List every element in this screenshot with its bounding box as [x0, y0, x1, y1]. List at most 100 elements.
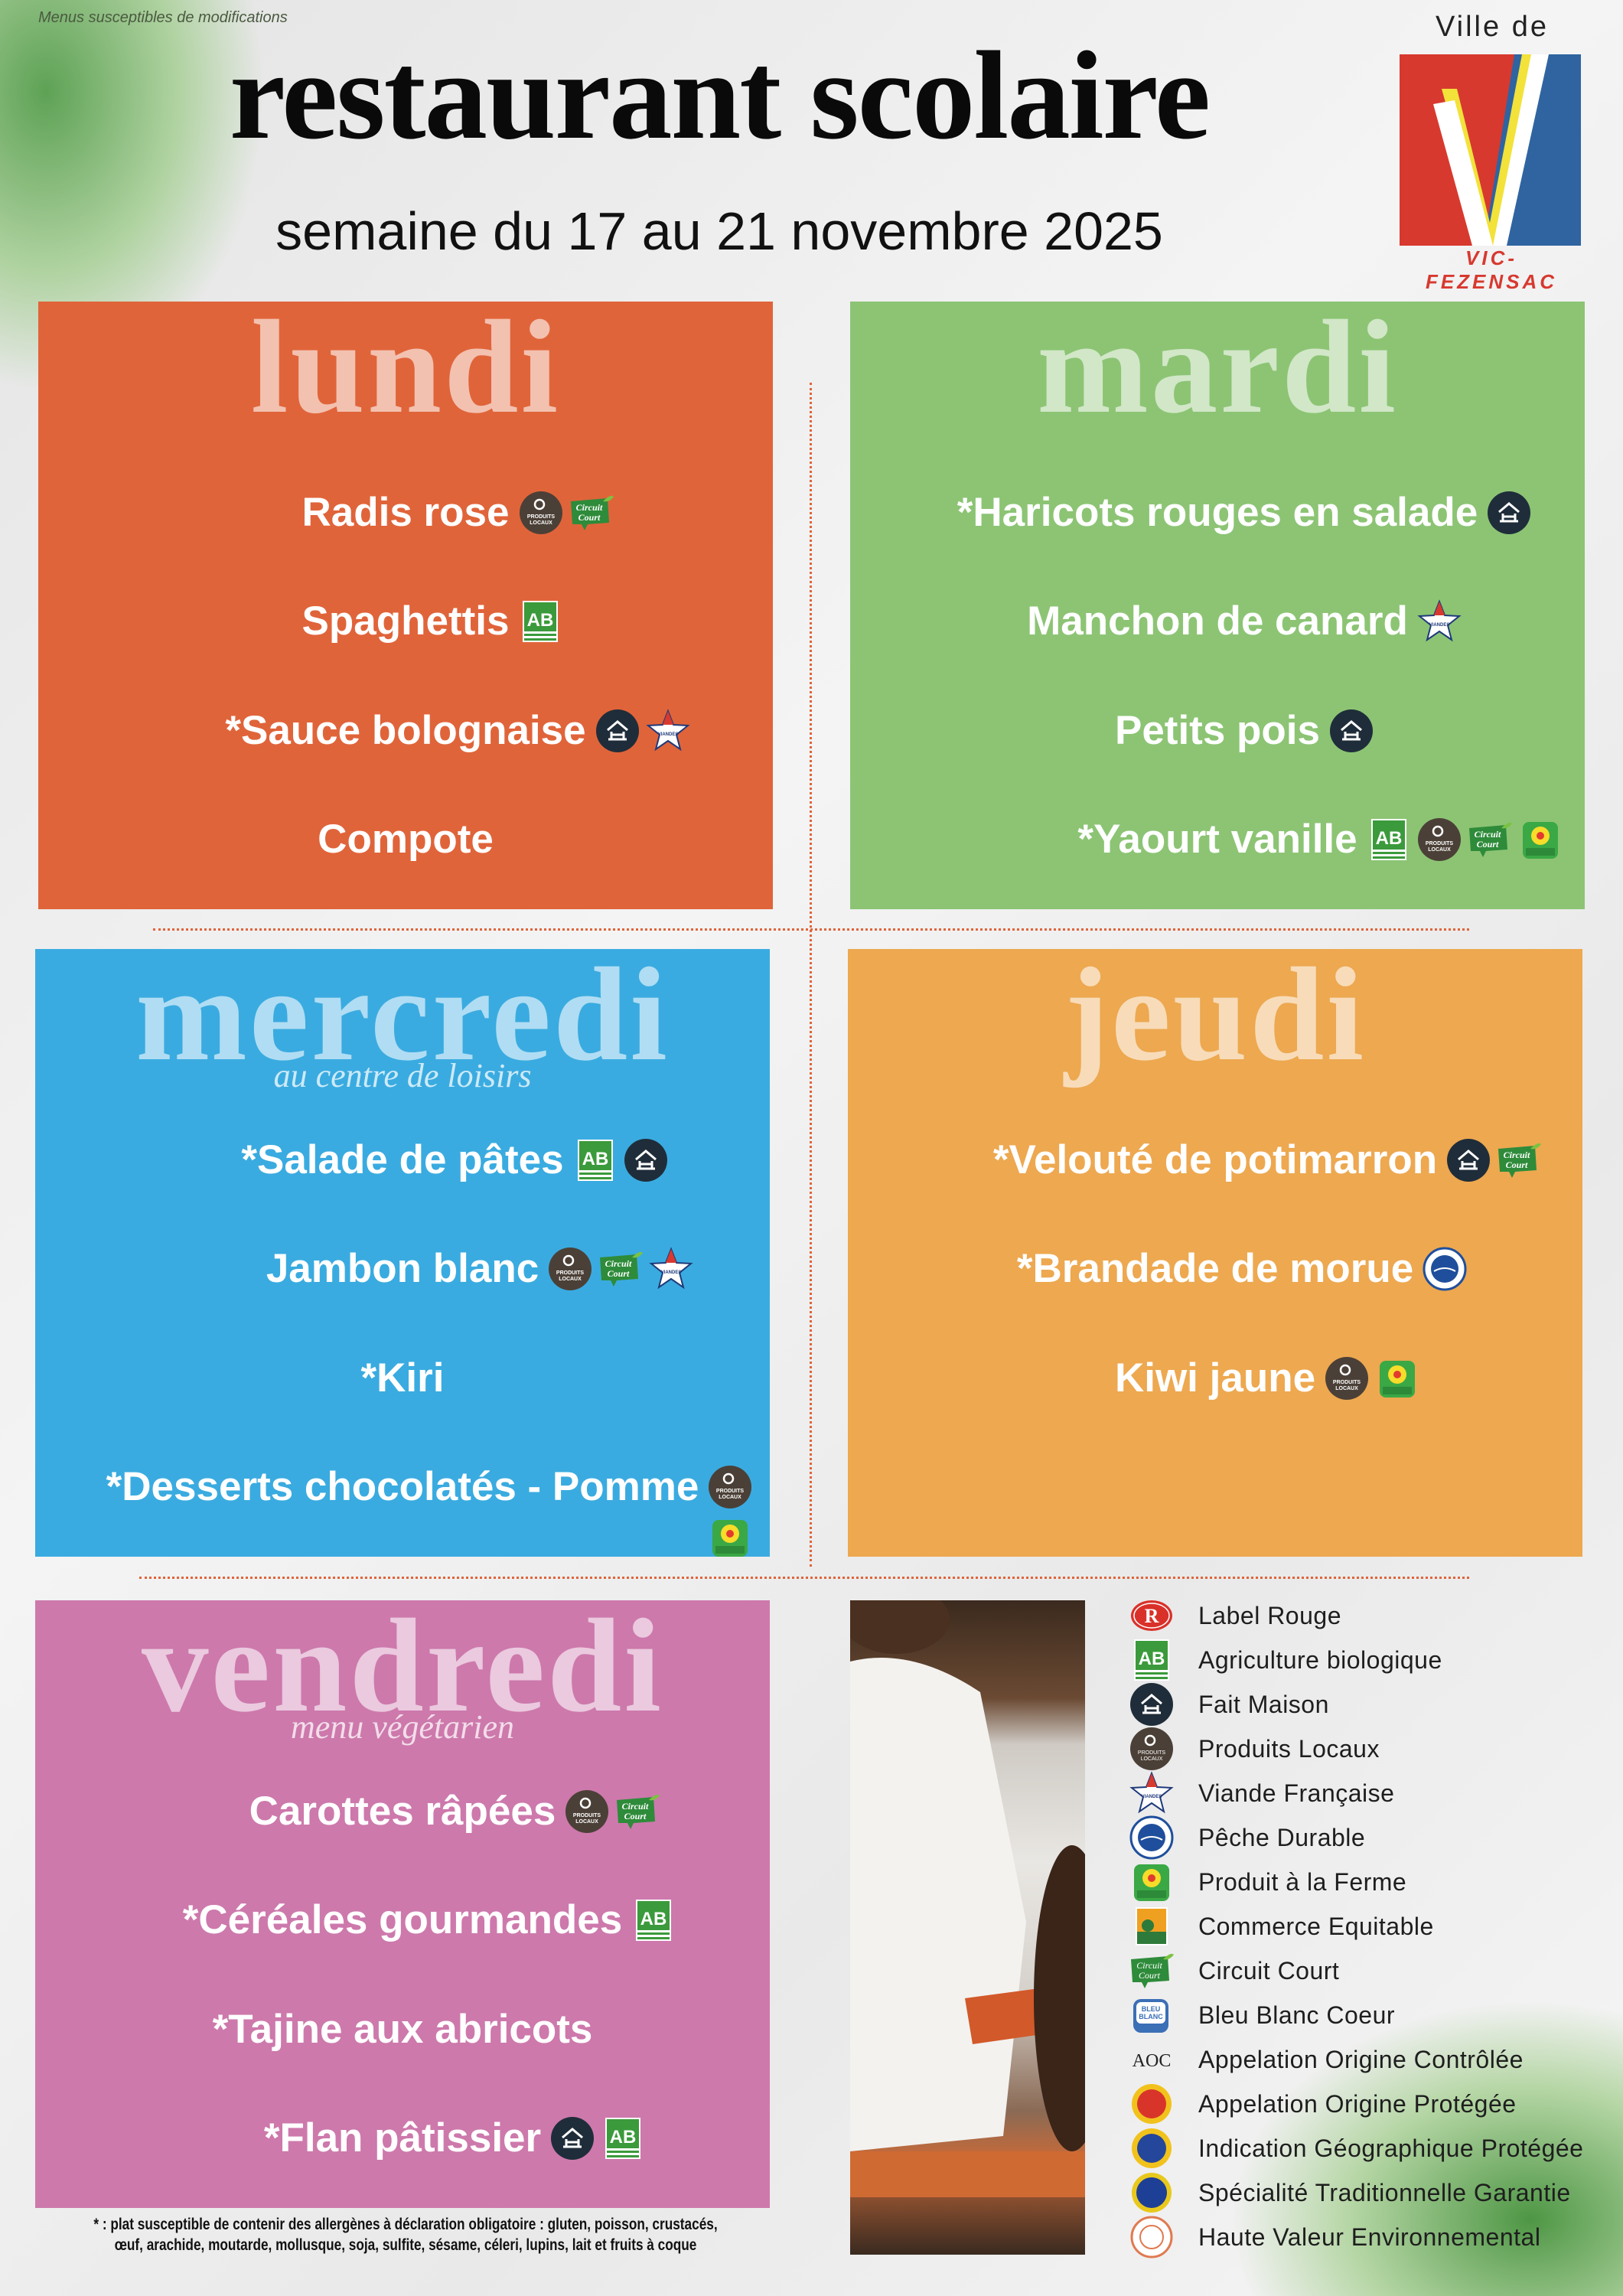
- svg-text:Court: Court: [608, 1268, 630, 1279]
- menu-item: Kiwi jaune PRODUITS LOCAUX: [848, 1352, 1582, 1405]
- label-rouge-icon: R: [1129, 1593, 1174, 1638]
- menu-item: Petits pois: [850, 704, 1585, 758]
- svg-text:Circuit: Circuit: [1474, 829, 1501, 840]
- city-logo: [1400, 54, 1581, 246]
- menu-item-label: Compote: [318, 813, 494, 866]
- dish-name: Carottes râpées: [249, 1789, 556, 1834]
- legend-label: Bleu Blanc Coeur: [1198, 2001, 1396, 2029]
- circuit-court-icon: Circuit Court: [1497, 1138, 1542, 1182]
- menu-item-label: Manchon de canard VIANDES: [1027, 595, 1462, 648]
- legend-label: Pêche Durable: [1198, 1823, 1366, 1851]
- circuit-court-icon: Circuit Court: [1468, 817, 1512, 862]
- agriculture-biologique-icon: AB: [518, 599, 562, 644]
- label-icons: AB: [564, 1138, 668, 1182]
- svg-text:PRODUITS: PRODUITS: [556, 1270, 585, 1276]
- legend-label: Haute Valeur Environnemental: [1198, 2223, 1541, 2251]
- aop-icon: [1129, 2082, 1174, 2126]
- footnote-line: * : plat susceptible de contenir des all…: [93, 2216, 718, 2233]
- dish-name: *Tajine aux abricots: [212, 2007, 593, 2052]
- svg-text:PRODUITS: PRODUITS: [1426, 841, 1454, 846]
- fait-maison-icon: [595, 709, 640, 753]
- peche-durable-icon: [1129, 1815, 1174, 1860]
- logo-top-text: Ville de: [1436, 11, 1549, 43]
- menu-item-label: *Kiri: [361, 1352, 445, 1405]
- label-icons: PRODUITS LOCAUX: [1315, 1356, 1419, 1401]
- stg-icon: [1129, 2170, 1174, 2215]
- menu-item-label: *Velouté de potimarron Circuit Court: [993, 1133, 1542, 1187]
- produits-locaux-icon: PRODUITS LOCAUX: [1129, 1727, 1174, 1771]
- menu-item: Compote: [38, 813, 773, 866]
- label-icons: PRODUITS LOCAUX: [699, 1465, 765, 1560]
- produits-locaux-icon: PRODUITS LOCAUX: [1417, 817, 1462, 862]
- circuit-court-icon: Circuit Court: [615, 1789, 660, 1834]
- svg-text:PRODUITS: PRODUITS: [1333, 1380, 1361, 1385]
- fait-maison-icon: [1129, 1682, 1174, 1727]
- legend-label: Commerce Equitable: [1198, 1912, 1434, 1940]
- label-icons: VIANDES: [1408, 599, 1462, 644]
- svg-text:R: R: [1145, 1605, 1159, 1627]
- menu-item: *Brandade de morue: [848, 1242, 1582, 1296]
- svg-text:PRODUITS: PRODUITS: [526, 514, 555, 520]
- menu-item: Jambon blanc PRODUITS LOCAUX Circuit Court VI…: [35, 1242, 770, 1296]
- svg-text:VIANDES: VIANDES: [1142, 1795, 1162, 1799]
- dish-name: *Salade de pâtes: [241, 1137, 564, 1182]
- day-panel-mardi: mardi *Haricots rouges en salade Manchon d…: [850, 292, 1585, 909]
- legend-item: Haute Valeur Environnemental: [1129, 2215, 1540, 2259]
- menu-item-label: *Yaourt vanille AB PRODUITS LOCAUX Circuit Co…: [1077, 813, 1558, 866]
- agriculture-biologique-icon: AB: [573, 1138, 618, 1182]
- svg-text:Court: Court: [578, 512, 600, 523]
- hve-icon: [1129, 2215, 1174, 2259]
- allergen-footnote: * : plat susceptible de contenir des all…: [92, 2214, 719, 2255]
- menu-item-label: *Sauce bolognaise VIANDES: [225, 704, 690, 758]
- day-panel-vendredi: vendredi menu végétarien Carottes râpées PR…: [35, 1599, 770, 2208]
- legend-label: Appelation Origine Contrôlée: [1198, 2045, 1524, 2073]
- svg-text:VIANDES: VIANDES: [661, 1270, 682, 1275]
- igp-icon: [1129, 2126, 1174, 2170]
- menu-item-label: Radis rose PRODUITS LOCAUX Circuit Court: [301, 486, 614, 540]
- day-title: mardi: [1037, 292, 1398, 441]
- label-icons: PRODUITS LOCAUX Circuit Court VIANDES: [539, 1247, 693, 1291]
- label-icons: AB: [509, 599, 562, 644]
- label-icons: PRODUITS LOCAUX Circuit Court: [556, 1789, 660, 1834]
- divider-vertical: [810, 383, 812, 1567]
- circuit-court-icon: Circuit Court: [569, 491, 614, 535]
- legend-label: Agriculture biologique: [1198, 1645, 1442, 1674]
- menu-item: Carottes râpées PRODUITS LOCAUX Circuit Cour…: [35, 1785, 770, 1838]
- legend-label: Circuit Court: [1198, 1956, 1340, 1985]
- fait-maison-icon: [1487, 491, 1531, 535]
- menu-item-label: Spaghettis AB: [301, 595, 559, 648]
- viande-francaise-icon: VIANDES: [1129, 1771, 1174, 1815]
- legend-item: Fait Maison: [1129, 1682, 1329, 1727]
- day-panel-jeudi: jeudi *Velouté de potimarron Circuit Court *…: [848, 947, 1582, 1557]
- legend-item: Produit à la Ferme: [1129, 1860, 1406, 1904]
- svg-text:AB: AB: [1375, 828, 1402, 849]
- svg-text:Circuit: Circuit: [1504, 1150, 1530, 1160]
- menu-item: Radis rose PRODUITS LOCAUX Circuit Court: [38, 486, 773, 540]
- menu-item: *Tajine aux abricots: [35, 2003, 770, 2056]
- dish-name: *Haricots rouges en salade: [957, 490, 1478, 535]
- peche-durable-icon: [1423, 1247, 1467, 1291]
- menu-item-label: *Haricots rouges en salade: [957, 486, 1531, 540]
- fait-maison-icon: [550, 2116, 595, 2161]
- page-title: restaurant scolaire: [229, 25, 1211, 165]
- legend-label: Produit à la Ferme: [1198, 1867, 1407, 1896]
- day-title: mercredi: [135, 940, 670, 1088]
- menu-item: *Flan pâtissier AB: [35, 2112, 770, 2165]
- svg-text:PRODUITS: PRODUITS: [1138, 1750, 1166, 1756]
- dish-name: *Céréales gourmandes: [182, 1897, 623, 1942]
- svg-text:VIANDES: VIANDES: [657, 732, 678, 737]
- legend-item: Indication Géographique Protégée: [1129, 2126, 1583, 2170]
- menu-item-label: Jambon blanc PRODUITS LOCAUX Circuit Court VI…: [266, 1242, 693, 1296]
- dish-name: Petits pois: [1114, 708, 1320, 753]
- dish-name: Spaghettis: [301, 598, 510, 644]
- dish-name: *Yaourt vanille: [1077, 817, 1357, 862]
- svg-text:BLANC: BLANC: [1139, 2013, 1163, 2020]
- menu-item: *Céréales gourmandes AB: [35, 1893, 770, 1947]
- produit-a-la-ferme-icon: [1129, 1860, 1174, 1904]
- svg-text:LOCAUX: LOCAUX: [1428, 847, 1451, 853]
- viande-francaise-icon: VIANDES: [645, 709, 690, 753]
- dish-name: *Sauce bolognaise: [225, 708, 586, 753]
- bleu-blanc-coeur-icon: BLEU BLANC: [1129, 1993, 1174, 2037]
- day-subtitle: au centre de loisirs: [273, 1057, 532, 1094]
- legend-item: Appelation Origine Protégée: [1129, 2082, 1517, 2126]
